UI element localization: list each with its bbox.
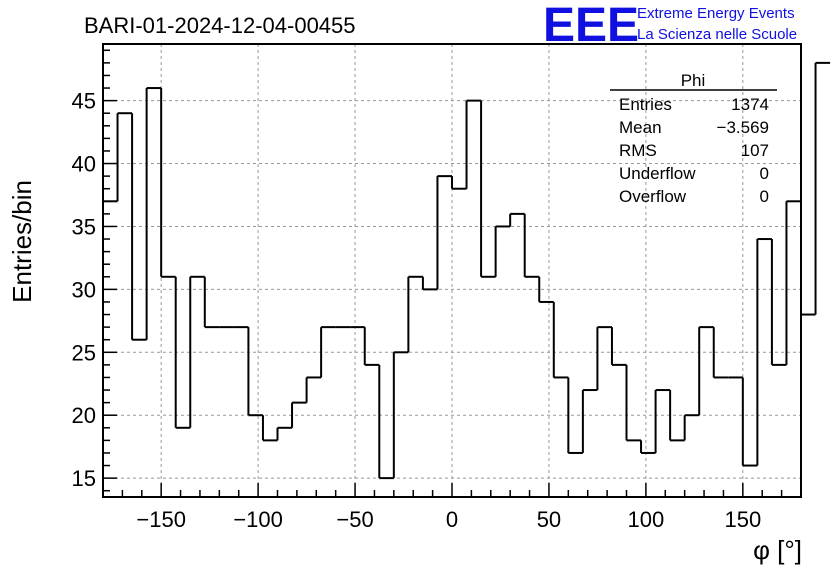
stats-value-1: −3.569 [717, 118, 769, 137]
histogram-bins [103, 61, 831, 480]
x-axis-title: φ [°] [753, 535, 802, 565]
stats-label-0: Entries [619, 95, 672, 114]
stats-value-2: 107 [741, 141, 769, 160]
stats-value-0: 1374 [731, 95, 769, 114]
logo-line-2: La Scienza nelle Scuole [637, 26, 797, 43]
stats-box: Phi Entries 1374 Mean −3.569 RMS 107 Underflow… [610, 71, 777, 206]
y-axis-title: Entries/bin [7, 180, 37, 303]
grid-lines [103, 44, 801, 497]
x-tick-labels: −150 −100 −50 0 50 100 150 [136, 507, 761, 532]
x-tick-label-3: 0 [446, 507, 458, 532]
stats-label-1: Mean [619, 118, 662, 137]
y-tick-labels: 15 20 25 30 35 40 45 [72, 89, 96, 492]
y-tick-label-3: 30 [72, 277, 96, 302]
chart-title: BARI-01-2024-12-04-00455 [84, 13, 356, 38]
x-tick-label-6: 150 [724, 507, 761, 532]
x-tick-label-1: −100 [233, 507, 283, 532]
stats-box-name: Phi [681, 71, 706, 90]
x-tick-label-2: −50 [336, 507, 373, 532]
y-tick-label-5: 40 [72, 152, 96, 177]
x-tick-label-4: 50 [537, 507, 561, 532]
axis-ticks [102, 49, 802, 497]
eee-logo: EEE Extreme Energy Events La Scienza nel… [543, 0, 797, 52]
stats-value-4: 0 [760, 187, 769, 206]
y-tick-label-2: 25 [72, 340, 96, 365]
stats-value-3: 0 [760, 164, 769, 183]
stats-label-2: RMS [619, 141, 657, 160]
y-tick-label-6: 45 [72, 89, 96, 114]
stats-label-3: Underflow [619, 164, 696, 183]
logo-line-1: Extreme Energy Events [637, 5, 795, 22]
y-tick-label-0: 15 [72, 466, 96, 491]
stats-label-4: Overflow [619, 187, 687, 206]
y-tick-label-1: 20 [72, 403, 96, 428]
y-tick-label-4: 35 [72, 214, 96, 239]
x-tick-label-0: −150 [136, 507, 186, 532]
x-tick-label-5: 100 [628, 507, 665, 532]
